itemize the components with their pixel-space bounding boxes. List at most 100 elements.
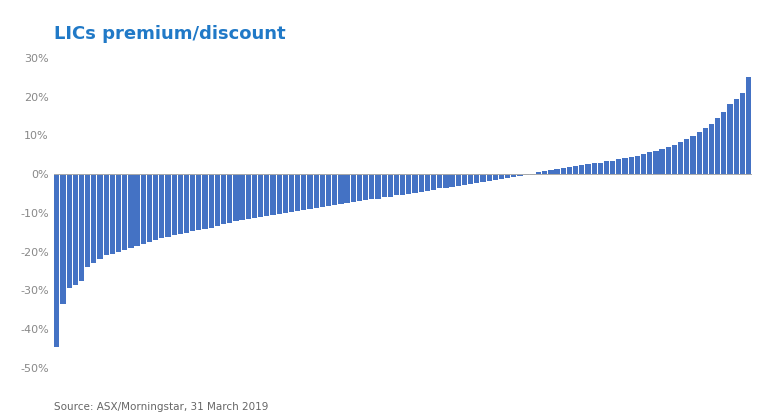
Bar: [221, 174, 226, 224]
Bar: [486, 174, 492, 181]
Bar: [499, 174, 504, 179]
Bar: [351, 174, 356, 202]
Bar: [653, 151, 659, 174]
Bar: [54, 174, 59, 347]
Bar: [338, 174, 344, 204]
Bar: [308, 174, 313, 209]
Bar: [635, 155, 640, 174]
Bar: [703, 128, 708, 174]
Bar: [573, 166, 578, 174]
Bar: [184, 174, 189, 233]
Bar: [196, 174, 202, 230]
Bar: [629, 157, 634, 174]
Bar: [591, 163, 597, 174]
Bar: [413, 174, 418, 193]
Bar: [456, 174, 461, 186]
Bar: [61, 174, 66, 304]
Bar: [512, 174, 516, 177]
Bar: [505, 174, 510, 178]
Bar: [684, 139, 690, 174]
Bar: [245, 174, 251, 219]
Bar: [301, 174, 307, 210]
Bar: [153, 174, 158, 240]
Bar: [332, 174, 337, 205]
Bar: [239, 174, 245, 220]
Bar: [283, 174, 288, 213]
Bar: [387, 174, 393, 196]
Bar: [425, 174, 430, 191]
Bar: [696, 132, 702, 174]
Bar: [320, 174, 325, 207]
Bar: [431, 174, 436, 190]
Bar: [524, 174, 528, 175]
Bar: [295, 174, 301, 211]
Bar: [579, 165, 584, 174]
Bar: [314, 174, 319, 208]
Bar: [140, 174, 146, 244]
Bar: [394, 174, 399, 196]
Bar: [492, 174, 498, 180]
Bar: [733, 99, 739, 174]
Bar: [437, 174, 443, 189]
Bar: [190, 174, 196, 232]
Bar: [134, 174, 140, 246]
Bar: [709, 124, 714, 174]
Bar: [739, 93, 745, 174]
Bar: [468, 174, 473, 184]
Bar: [462, 174, 467, 185]
Bar: [215, 174, 220, 227]
Bar: [67, 174, 72, 288]
Bar: [122, 174, 127, 250]
Bar: [555, 169, 560, 174]
Bar: [542, 171, 548, 174]
Bar: [128, 174, 133, 248]
Bar: [116, 174, 121, 252]
Bar: [277, 174, 281, 214]
Bar: [419, 174, 424, 191]
Bar: [326, 174, 331, 206]
Bar: [585, 164, 591, 174]
Bar: [178, 174, 183, 234]
Bar: [104, 174, 109, 255]
Bar: [746, 77, 751, 174]
Bar: [610, 161, 615, 174]
Bar: [622, 158, 627, 174]
Bar: [400, 174, 405, 195]
Bar: [146, 174, 152, 242]
Text: Source: ASX/Morningstar, 31 March 2019: Source: ASX/Morningstar, 31 March 2019: [54, 402, 268, 412]
Bar: [166, 174, 170, 237]
Bar: [548, 170, 554, 174]
Bar: [690, 136, 696, 174]
Bar: [172, 174, 176, 235]
Bar: [264, 174, 269, 216]
Text: LICs premium/discount: LICs premium/discount: [54, 25, 285, 43]
Bar: [289, 174, 294, 212]
Bar: [660, 149, 665, 174]
Bar: [85, 174, 91, 267]
Bar: [79, 174, 84, 280]
Bar: [375, 174, 380, 199]
Bar: [97, 174, 103, 259]
Bar: [209, 174, 214, 227]
Bar: [110, 174, 115, 254]
Bar: [91, 174, 97, 263]
Bar: [344, 174, 350, 203]
Bar: [407, 174, 411, 194]
Bar: [480, 174, 486, 182]
Bar: [727, 104, 732, 174]
Bar: [567, 167, 572, 174]
Bar: [369, 174, 374, 199]
Bar: [357, 174, 362, 201]
Bar: [270, 174, 275, 215]
Bar: [597, 163, 603, 174]
Bar: [616, 159, 621, 174]
Bar: [443, 174, 449, 188]
Bar: [678, 143, 683, 174]
Bar: [252, 174, 257, 217]
Bar: [474, 174, 479, 183]
Bar: [381, 174, 387, 197]
Bar: [715, 118, 720, 174]
Bar: [641, 154, 646, 174]
Bar: [449, 174, 455, 186]
Bar: [536, 172, 542, 174]
